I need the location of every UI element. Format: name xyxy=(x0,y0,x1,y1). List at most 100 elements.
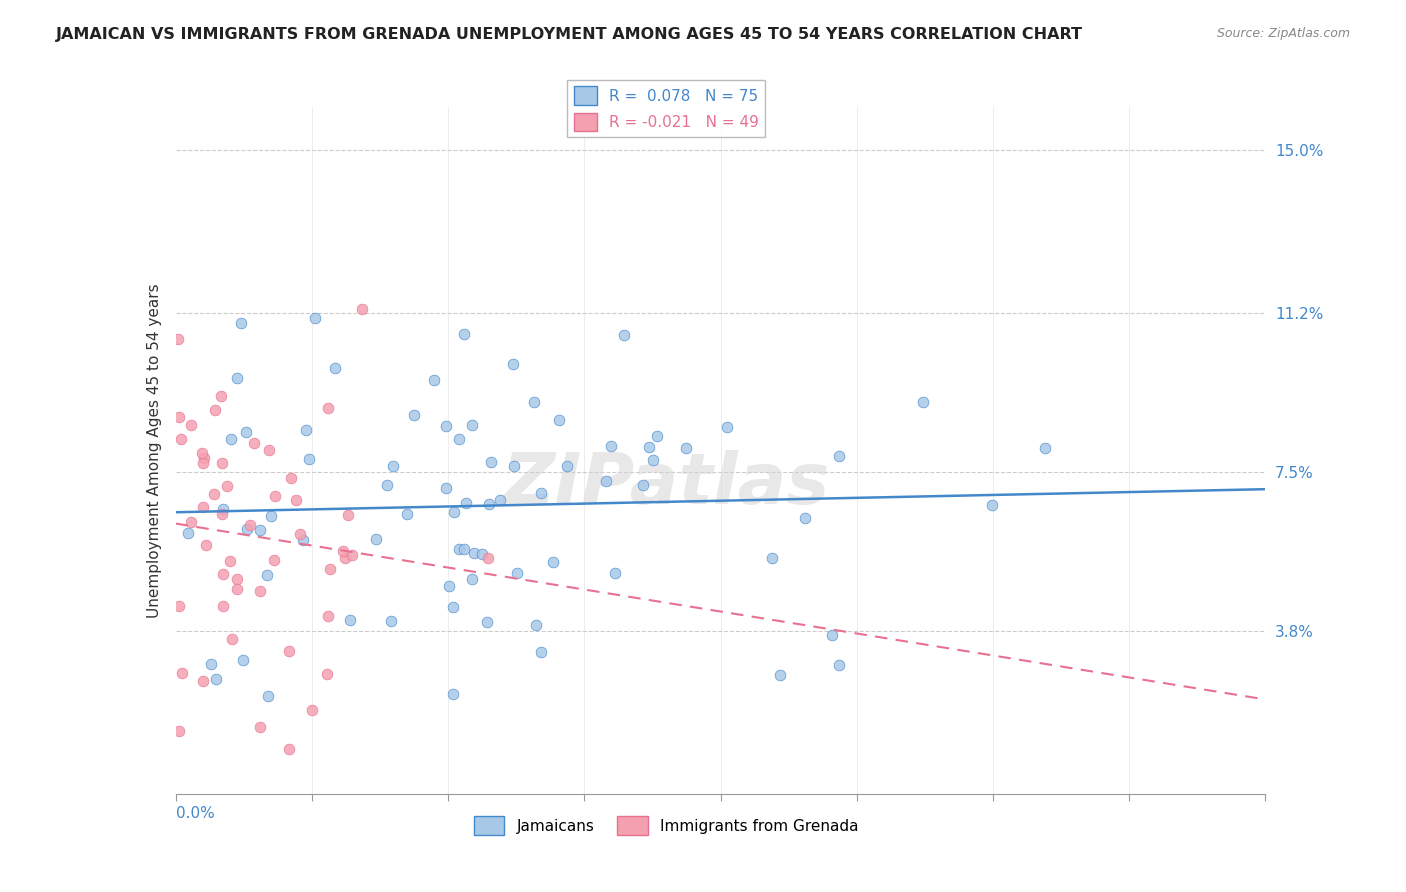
Point xyxy=(530,485,553,500)
Point xyxy=(828,658,851,673)
Point xyxy=(1035,441,1057,455)
Point xyxy=(167,599,190,613)
Point xyxy=(249,523,271,537)
Point xyxy=(641,453,664,467)
Point xyxy=(235,425,257,439)
Point xyxy=(167,332,190,346)
Point xyxy=(339,613,361,627)
Point xyxy=(301,703,323,717)
Point xyxy=(402,408,425,422)
Point xyxy=(443,505,465,519)
Point xyxy=(193,500,215,515)
Point xyxy=(316,667,339,681)
Point xyxy=(447,541,470,556)
Point xyxy=(191,446,214,460)
Point xyxy=(280,471,302,485)
Point xyxy=(235,522,257,536)
Point xyxy=(225,572,247,586)
Point xyxy=(226,370,249,384)
Point xyxy=(828,449,851,463)
Point xyxy=(295,424,318,438)
Point xyxy=(215,478,238,492)
Point xyxy=(375,478,398,492)
Point xyxy=(191,673,214,688)
Point xyxy=(595,474,617,488)
Point xyxy=(200,657,222,671)
Point xyxy=(209,389,232,403)
Point xyxy=(352,302,374,317)
Point xyxy=(177,526,200,541)
Point xyxy=(316,401,339,415)
Point xyxy=(396,508,419,522)
Point xyxy=(503,458,526,473)
Point xyxy=(285,492,308,507)
Point xyxy=(212,599,235,614)
Point xyxy=(226,582,249,596)
Point xyxy=(229,316,252,330)
Point xyxy=(249,720,271,734)
Point xyxy=(205,672,228,686)
Point xyxy=(523,395,546,409)
Point xyxy=(202,487,225,501)
Point xyxy=(170,665,193,680)
Point xyxy=(221,632,243,646)
Point xyxy=(364,532,387,546)
Text: ZIPatlas: ZIPatlas xyxy=(502,450,830,519)
Point xyxy=(259,508,281,523)
Point xyxy=(461,417,484,432)
Point xyxy=(530,644,553,658)
Point xyxy=(489,492,512,507)
Point xyxy=(195,538,218,552)
Point xyxy=(471,547,494,561)
Point xyxy=(437,579,460,593)
Point xyxy=(193,450,215,465)
Point xyxy=(218,554,240,568)
Point xyxy=(434,481,457,495)
Point xyxy=(259,442,281,457)
Point xyxy=(211,502,233,516)
Point xyxy=(211,508,233,522)
Point xyxy=(761,551,783,566)
Point xyxy=(911,394,934,409)
Point xyxy=(304,310,326,325)
Text: Source: ZipAtlas.com: Source: ZipAtlas.com xyxy=(1216,27,1350,40)
Point xyxy=(193,456,215,470)
Point xyxy=(332,544,354,558)
Point xyxy=(211,567,233,582)
Point xyxy=(477,550,499,565)
Point xyxy=(423,374,446,388)
Point xyxy=(821,628,844,642)
Point xyxy=(204,403,226,417)
Text: JAMAICAN VS IMMIGRANTS FROM GRENADA UNEMPLOYMENT AMONG AGES 45 TO 54 YEARS CORRE: JAMAICAN VS IMMIGRANTS FROM GRENADA UNEM… xyxy=(56,27,1083,42)
Point xyxy=(453,327,475,342)
Point xyxy=(291,533,314,547)
Point xyxy=(447,432,470,446)
Point xyxy=(264,489,287,503)
Point xyxy=(477,615,499,629)
Point xyxy=(637,440,659,454)
Point xyxy=(769,667,792,681)
Point xyxy=(221,432,243,446)
Point xyxy=(506,566,529,580)
Y-axis label: Unemployment Among Ages 45 to 54 years: Unemployment Among Ages 45 to 54 years xyxy=(146,283,162,618)
Legend: Jamaicans, Immigrants from Grenada: Jamaicans, Immigrants from Grenada xyxy=(468,810,865,841)
Point xyxy=(167,409,190,424)
Point xyxy=(316,609,339,624)
Point xyxy=(434,419,457,434)
Point xyxy=(477,497,499,511)
Point xyxy=(323,361,346,376)
Point xyxy=(613,327,636,342)
Point xyxy=(675,441,697,455)
Point xyxy=(441,599,464,614)
Point xyxy=(167,723,190,738)
Point xyxy=(633,477,655,491)
Point xyxy=(541,555,564,569)
Point xyxy=(211,456,233,470)
Point xyxy=(180,418,202,433)
Point xyxy=(981,498,1004,512)
Point xyxy=(555,459,578,474)
Point xyxy=(180,515,202,529)
Point xyxy=(453,542,475,557)
Point xyxy=(239,518,262,533)
Point xyxy=(319,561,342,575)
